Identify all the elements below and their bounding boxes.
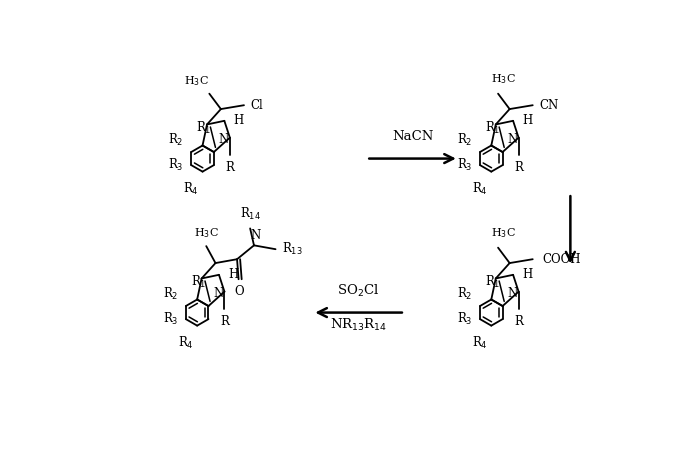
Text: R: R [225,161,234,174]
Text: R$_3$: R$_3$ [456,157,473,173]
Text: H$_3$C: H$_3$C [491,226,516,240]
Text: N: N [507,287,517,300]
Text: N: N [250,228,261,241]
Text: R$_2$: R$_2$ [457,132,473,148]
Text: R$_3$: R$_3$ [456,311,473,327]
Text: COOH: COOH [542,253,580,266]
Text: N: N [219,133,229,146]
Text: SO$_2$Cl: SO$_2$Cl [338,283,380,299]
Text: Cl: Cl [250,99,263,112]
Text: R$_2$: R$_2$ [168,132,184,148]
Text: R: R [514,315,523,328]
Text: CN: CN [539,99,558,112]
Text: H$_3$C: H$_3$C [184,73,208,88]
Text: R$_1$: R$_1$ [485,120,500,136]
Text: N: N [213,287,224,300]
Text: H: H [233,114,244,127]
Text: R$_3$: R$_3$ [168,157,184,173]
Text: H$_3$C: H$_3$C [194,226,219,240]
Text: H: H [522,114,533,127]
Text: R$_4$: R$_4$ [178,335,194,351]
Text: R$_3$: R$_3$ [163,311,178,327]
Text: R$_2$: R$_2$ [163,286,178,302]
Text: R$_4$: R$_4$ [183,181,199,197]
Text: H$_3$C: H$_3$C [491,72,516,86]
Text: R$_{14}$: R$_{14}$ [240,206,261,222]
Text: R$_1$: R$_1$ [196,120,212,136]
Text: R$_1$: R$_1$ [485,274,500,290]
Text: H: H [522,268,533,281]
Text: R$_2$: R$_2$ [457,286,473,302]
Text: R$_4$: R$_4$ [472,335,487,351]
Text: NaCN: NaCN [392,130,433,143]
Text: R: R [514,161,523,174]
Text: O: O [235,285,244,299]
Text: R: R [220,315,229,328]
Text: R$_4$: R$_4$ [472,181,487,197]
Text: H: H [228,268,238,281]
Text: R$_{13}$: R$_{13}$ [282,241,303,257]
Text: R$_1$: R$_1$ [191,274,206,290]
Text: NR$_{13}$R$_{14}$: NR$_{13}$R$_{14}$ [330,316,387,333]
Text: N: N [507,133,517,146]
